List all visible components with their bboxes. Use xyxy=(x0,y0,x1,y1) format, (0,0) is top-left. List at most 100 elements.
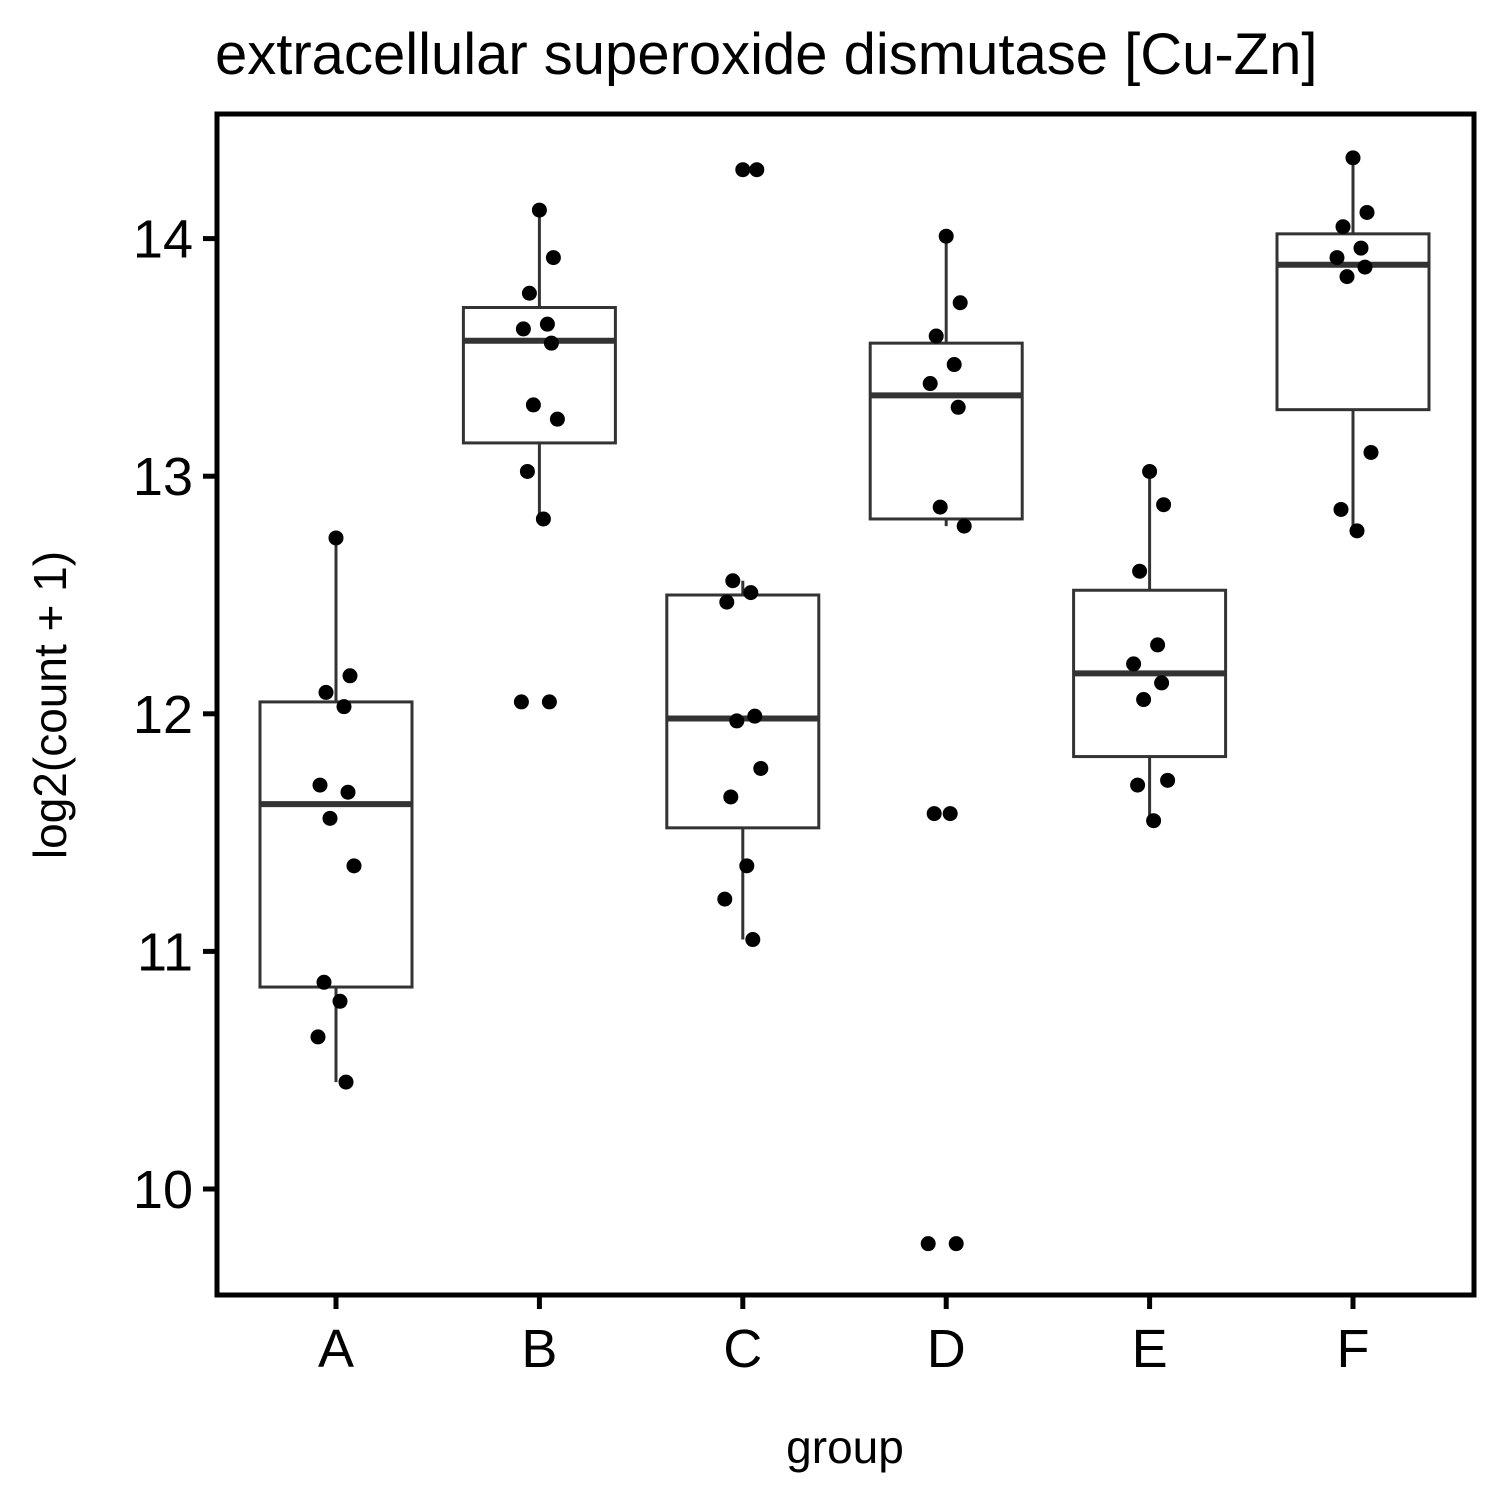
data-point xyxy=(1156,497,1172,513)
data-point xyxy=(1335,219,1351,235)
data-point xyxy=(735,162,751,178)
x-tick-label: B xyxy=(521,1319,557,1379)
data-point xyxy=(717,891,733,907)
points-F xyxy=(1329,150,1379,539)
points-C xyxy=(717,162,769,948)
data-point xyxy=(328,530,344,546)
data-point xyxy=(743,585,759,601)
points-D xyxy=(920,228,972,1252)
box-body xyxy=(258,700,414,989)
data-point xyxy=(1329,250,1345,266)
points-A xyxy=(310,530,362,1090)
box-E xyxy=(1072,471,1228,821)
data-point xyxy=(938,228,954,244)
data-point xyxy=(340,784,356,800)
data-point xyxy=(541,694,557,710)
data-point xyxy=(1160,772,1176,788)
box-body xyxy=(868,341,1024,521)
data-point xyxy=(719,594,735,610)
data-point xyxy=(920,1236,936,1252)
plot-frame xyxy=(214,111,1477,1298)
data-point xyxy=(1126,656,1142,672)
data-point xyxy=(316,974,332,990)
data-point xyxy=(322,810,338,826)
data-point xyxy=(956,518,972,534)
data-point xyxy=(926,806,942,822)
data-point xyxy=(729,713,745,729)
data-point xyxy=(515,321,531,337)
data-point xyxy=(749,162,765,178)
box-A xyxy=(258,537,414,1083)
data-point xyxy=(739,858,755,874)
box-C xyxy=(665,580,821,940)
box-body xyxy=(1275,232,1431,412)
data-point xyxy=(539,316,555,332)
data-point xyxy=(948,1236,964,1252)
data-point xyxy=(950,399,966,415)
data-point xyxy=(545,250,561,266)
data-point xyxy=(312,777,328,793)
box-body xyxy=(461,306,617,445)
data-point xyxy=(525,397,541,413)
x-tick-label: C xyxy=(723,1319,762,1379)
data-point xyxy=(1357,259,1373,275)
chart-title: extracellular superoxide dismutase [Cu-Z… xyxy=(215,22,1317,87)
data-point xyxy=(1146,813,1162,829)
data-point xyxy=(318,684,334,700)
data-point xyxy=(725,573,741,589)
data-point xyxy=(531,202,547,218)
box-body xyxy=(665,593,821,830)
data-point xyxy=(1154,675,1170,691)
data-point xyxy=(753,760,769,776)
data-point xyxy=(1136,692,1152,708)
points-B xyxy=(513,202,565,710)
y-axis-title: log2(count + 1) xyxy=(24,551,76,859)
x-tick-label: E xyxy=(1132,1319,1168,1379)
data-point xyxy=(952,295,968,311)
data-point xyxy=(519,463,535,479)
data-point xyxy=(332,993,348,1009)
data-point xyxy=(310,1029,326,1045)
box-D xyxy=(868,236,1024,527)
data-point xyxy=(922,376,938,392)
y-tick-label: 11 xyxy=(137,922,193,982)
data-point xyxy=(1130,777,1146,793)
data-point xyxy=(1353,240,1369,256)
data-point xyxy=(1359,204,1375,220)
data-point xyxy=(942,806,958,822)
box-F xyxy=(1275,157,1431,531)
data-point xyxy=(549,411,565,427)
data-point xyxy=(535,511,551,527)
y-axis: 10 11 12 13 14 xyxy=(133,210,217,1220)
data-point xyxy=(543,335,559,351)
x-axis: A B C D E F xyxy=(318,1295,1370,1379)
data-point xyxy=(946,357,962,373)
data-point xyxy=(1345,150,1361,166)
data-point xyxy=(747,708,763,724)
x-tick-label: D xyxy=(927,1319,966,1379)
points-E xyxy=(1126,463,1176,829)
data-point xyxy=(1142,463,1158,479)
data-point xyxy=(928,328,944,344)
data-point xyxy=(338,1074,354,1090)
data-point xyxy=(932,499,948,515)
data-point xyxy=(1339,269,1355,285)
data-point xyxy=(1349,523,1365,539)
x-tick-label: F xyxy=(1337,1319,1370,1379)
y-tick-label: 14 xyxy=(133,210,193,270)
data-point xyxy=(1150,637,1166,653)
data-point xyxy=(336,699,352,715)
box-B xyxy=(461,210,617,519)
y-tick-label: 12 xyxy=(133,685,193,745)
y-tick-label: 10 xyxy=(133,1160,193,1220)
data-point xyxy=(513,694,529,710)
plot-area xyxy=(258,150,1431,1252)
data-point xyxy=(521,285,537,301)
y-tick-label: 13 xyxy=(133,447,193,507)
data-point xyxy=(1333,501,1349,517)
data-point xyxy=(745,932,761,948)
data-point xyxy=(1132,563,1148,579)
data-point xyxy=(342,668,358,684)
data-point xyxy=(346,858,362,874)
